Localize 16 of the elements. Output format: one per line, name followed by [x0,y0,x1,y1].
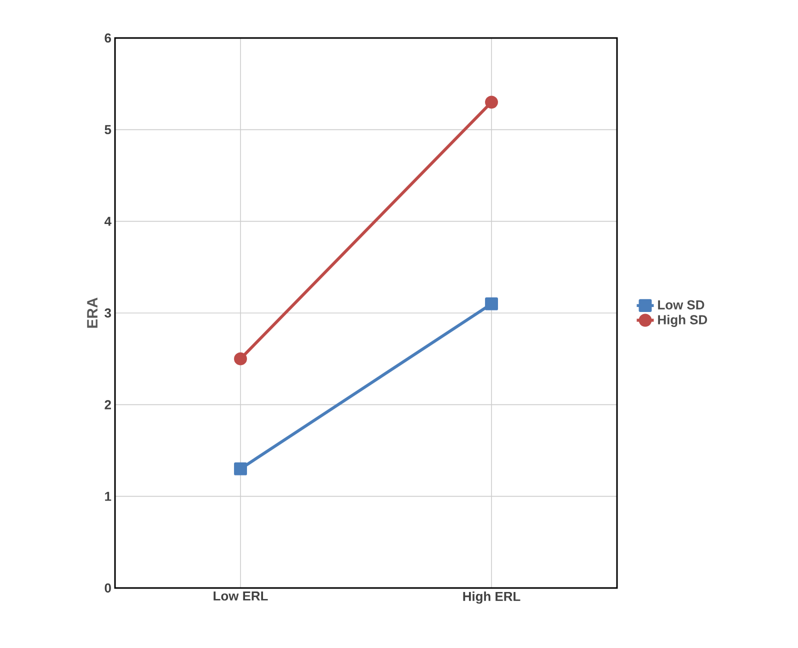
legend-label: Low SD [658,300,704,310]
x-tick-label: High ERL [463,592,520,604]
x-tick-label: Low ERL [214,592,268,601]
y-tick-label: 6 [104,33,112,43]
y-tick-label: 3 [104,308,112,318]
point [485,297,498,310]
y-axis-title: ERA [87,298,98,328]
point [234,462,247,476]
y-tick-label: 0 [104,583,111,593]
y-tick-label: 1 [105,492,112,501]
y-tick-label: 2 [104,400,111,410]
y-tick-label: 5 [104,125,112,134]
point [485,96,498,109]
y-tick-label: 4 [104,216,112,226]
legend-label: High SD [658,314,708,327]
point [234,352,247,366]
